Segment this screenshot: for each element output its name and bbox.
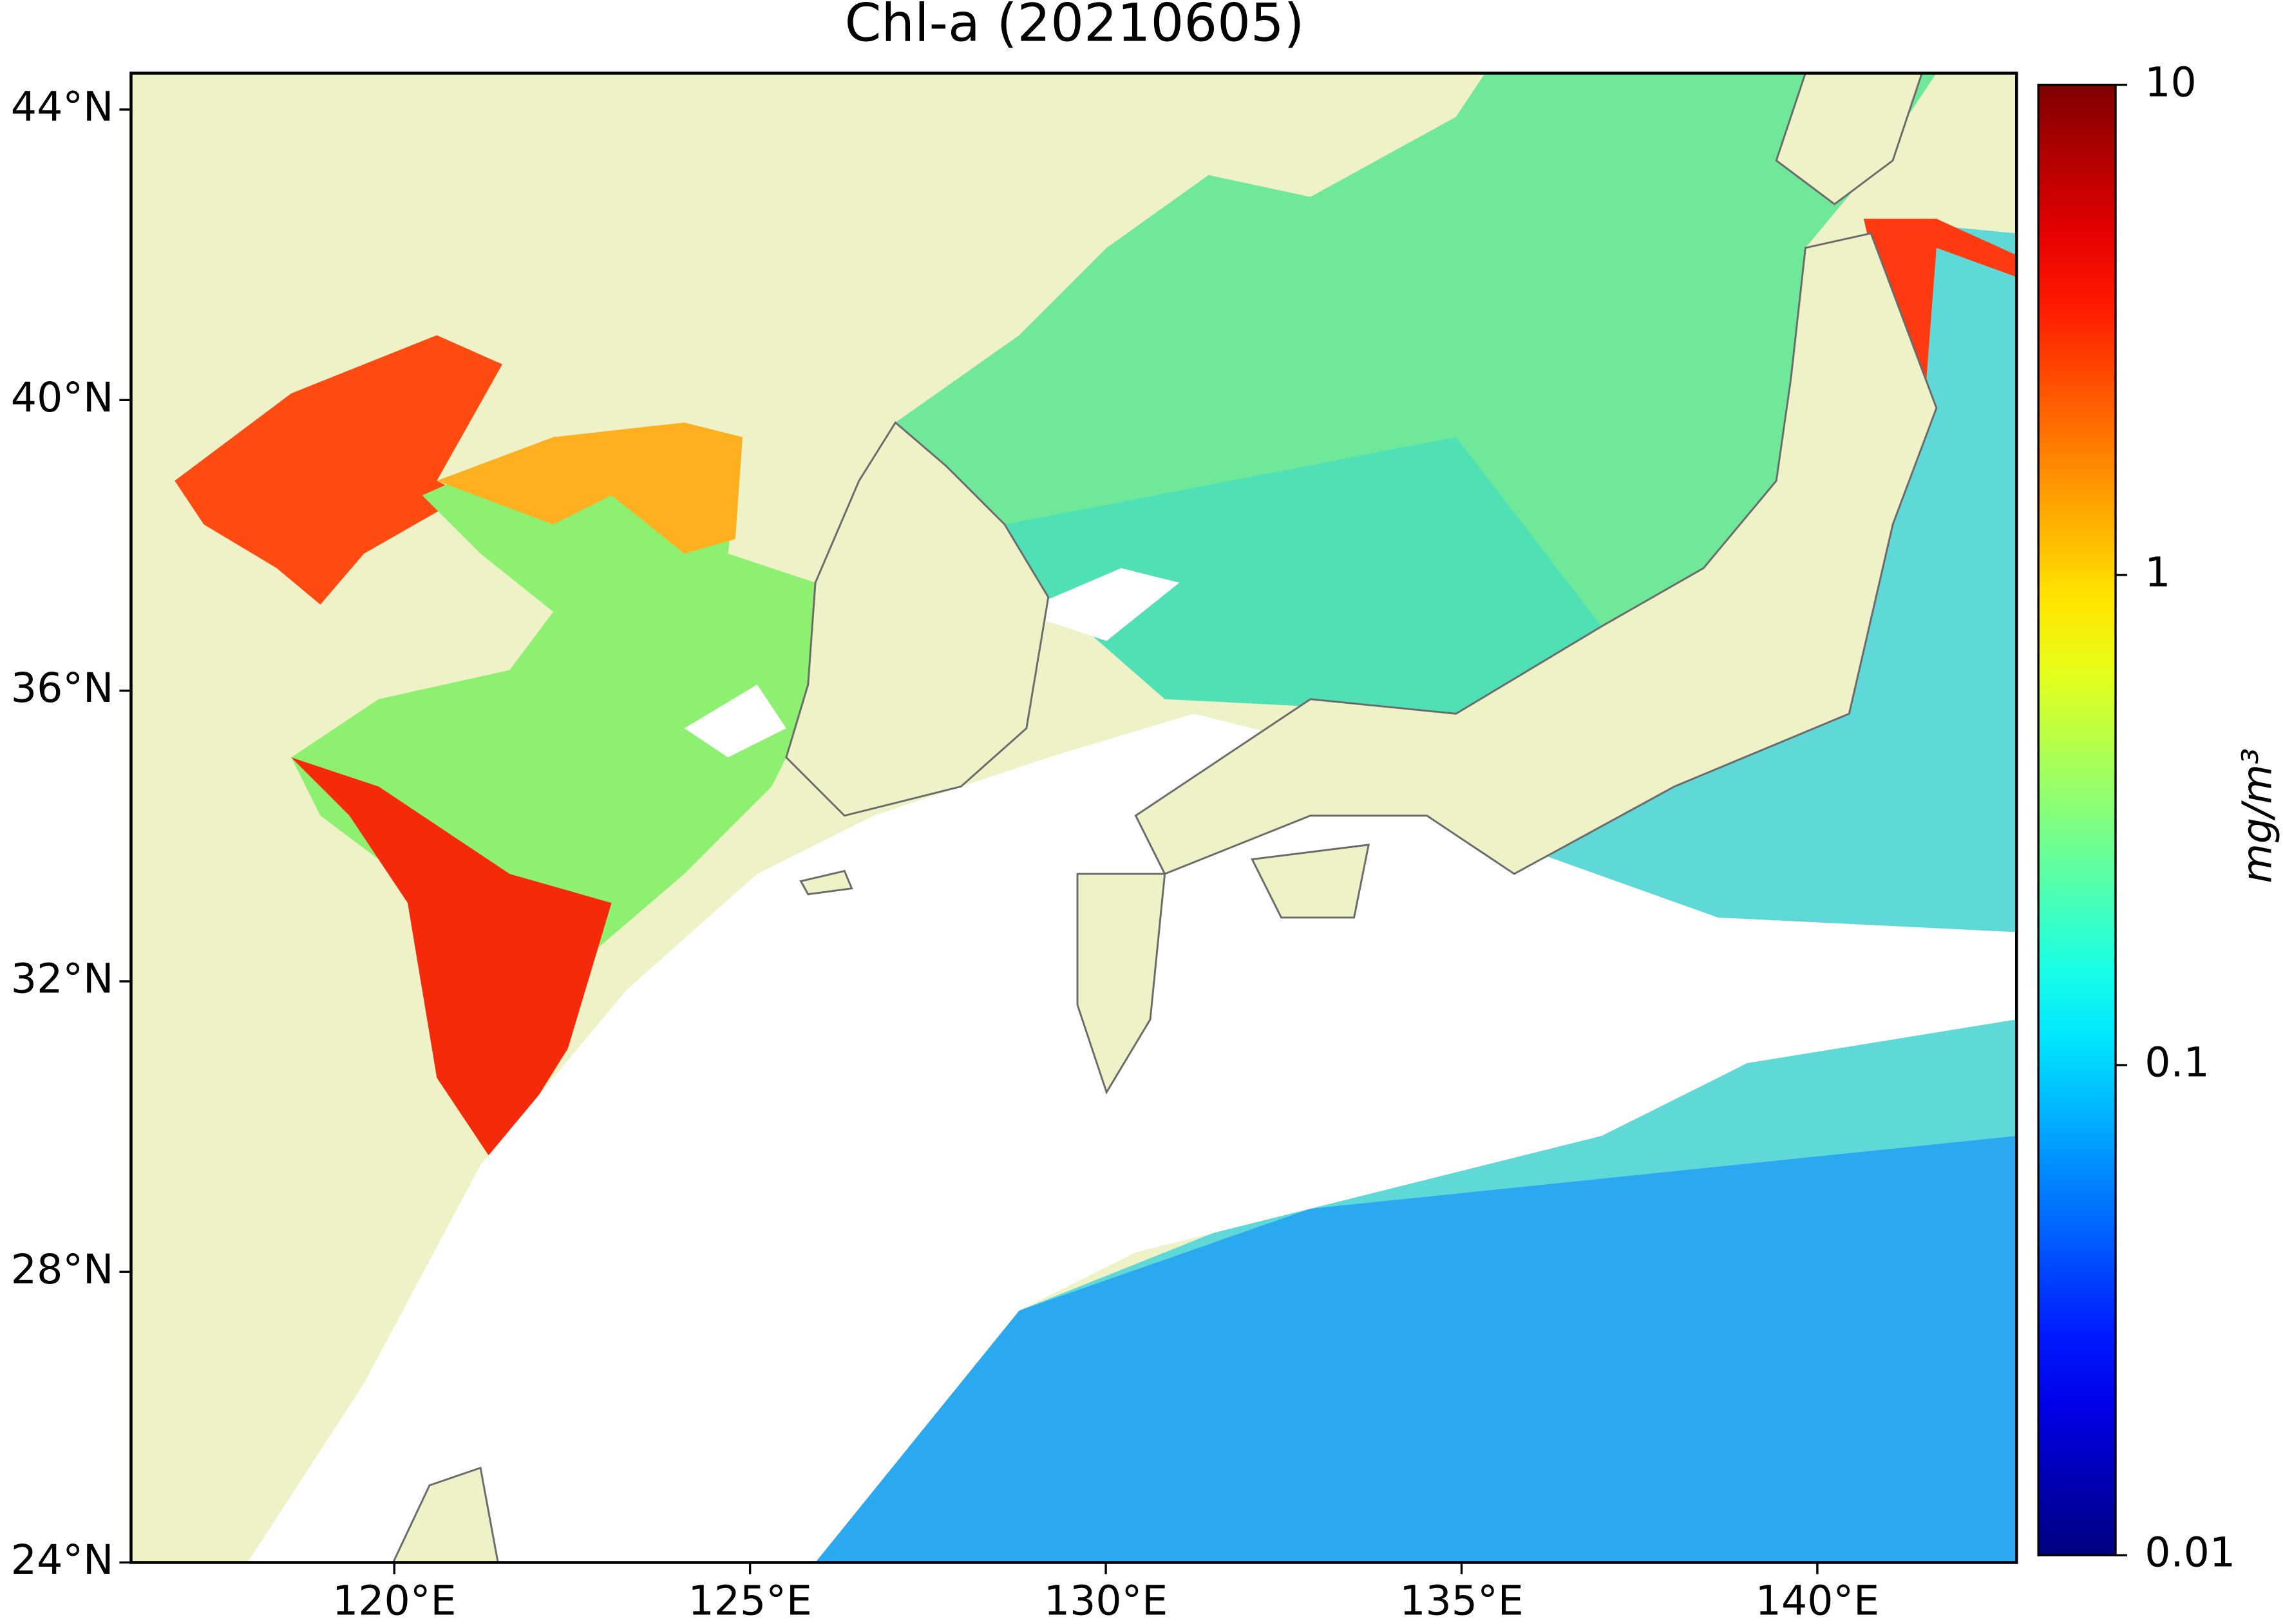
land-shikoku [1251, 844, 1370, 919]
map-area [131, 73, 2017, 1563]
y-tick-label: 44°N [11, 83, 114, 131]
land-honshu [1134, 232, 1938, 875]
x-tick-label: 135°E [1399, 1576, 1523, 1624]
colorbar-tick-label: 1 [2145, 548, 2170, 596]
ocean-bohai [175, 335, 502, 605]
colorbar-tick-label: 0.01 [2145, 1529, 2235, 1576]
plot-frame [129, 71, 2018, 1564]
ocean-pacific-south [786, 1136, 2017, 1563]
colorbar-tick-label: 0.1 [2145, 1039, 2210, 1086]
cloud [684, 685, 786, 758]
x-tick-label: 120°E [332, 1576, 456, 1624]
ocean-east-china-coast [291, 757, 612, 1166]
ocean-yellow-sea-north [437, 422, 743, 554]
colorbar-label: mg/m³ [2233, 748, 2280, 883]
x-tick-label: 125°E [688, 1576, 811, 1624]
colorbar-tick-label: 10 [2145, 58, 2197, 106]
ocean-japan-sea-south [1004, 437, 1602, 714]
y-tick-label: 40°N [11, 373, 114, 421]
y-tick-label: 36°N [11, 664, 114, 712]
colorbar [2037, 84, 2117, 1556]
land-jeju [799, 869, 853, 896]
y-tick-label: 28°N [11, 1245, 114, 1293]
land-hokkaido [1775, 73, 1923, 205]
y-tick-label: 32°N [11, 954, 114, 1002]
chart-title: Chl-a (20210605) [845, 0, 1305, 54]
x-tick-label: 140°E [1756, 1576, 1879, 1624]
axes: 120°E 125°E 130°E 135°E 140°E 24°N 28°N 32°N 36°… [11, 83, 1879, 1624]
cloud [1019, 568, 1180, 641]
land-taiwan [392, 1466, 499, 1563]
y-tick-label: 24°N [11, 1536, 114, 1583]
land-kyushu [1076, 873, 1166, 1095]
cloud [247, 713, 2017, 1563]
x-tick-label: 130°E [1044, 1576, 1168, 1624]
land-korea [785, 420, 1050, 817]
